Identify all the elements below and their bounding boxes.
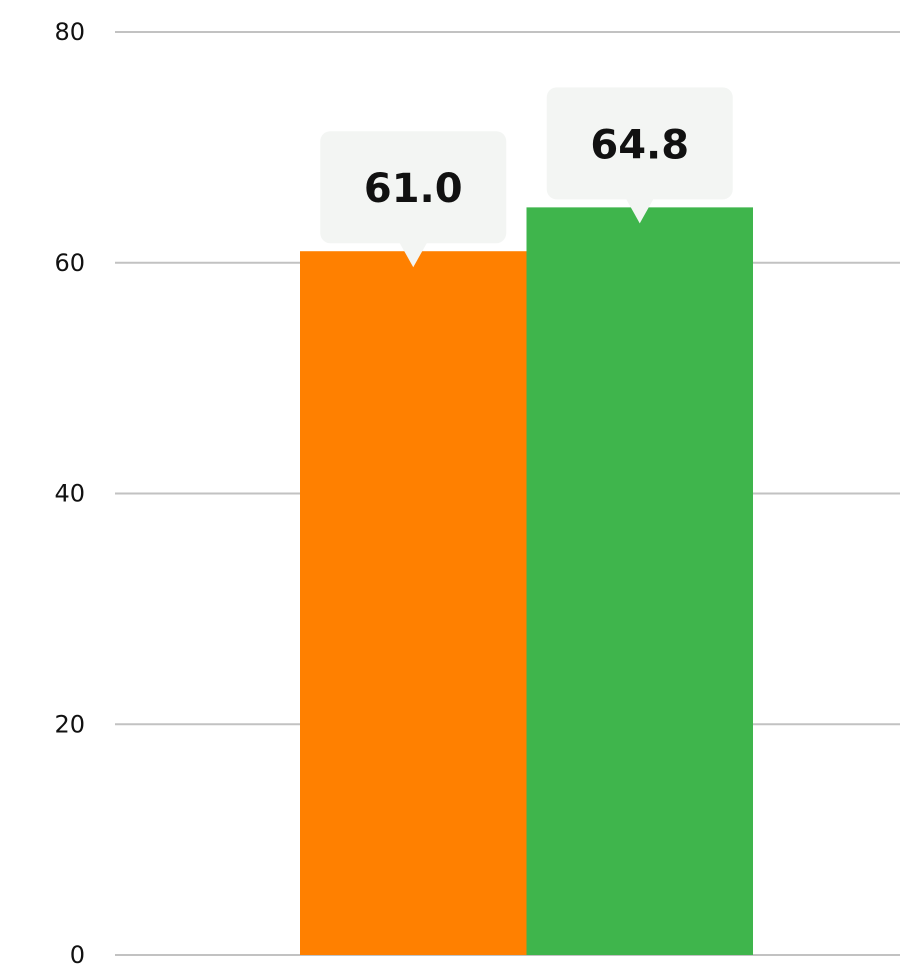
bar	[300, 251, 527, 955]
y-tick-label: 80	[54, 18, 85, 46]
callout-pointer	[625, 198, 654, 224]
y-axis-tick-labels: 0 20 40 60 80	[54, 18, 85, 969]
y-tick-label: 60	[54, 249, 85, 277]
y-tick-label: 20	[54, 710, 85, 738]
callout-box	[320, 131, 507, 244]
data-label-callout: 61.0	[320, 131, 507, 268]
bars	[300, 207, 753, 955]
data-label: 61.0	[364, 166, 463, 212]
y-tick-label: 40	[54, 480, 85, 508]
y-tick-label: 0	[70, 941, 85, 969]
bar	[526, 207, 753, 955]
callout-box	[546, 87, 733, 200]
data-label-callout: 64.8	[546, 87, 733, 224]
callout-pointer	[399, 242, 428, 268]
data-label: 64.8	[590, 122, 689, 168]
data-labels: 61.0 64.8	[320, 87, 733, 268]
